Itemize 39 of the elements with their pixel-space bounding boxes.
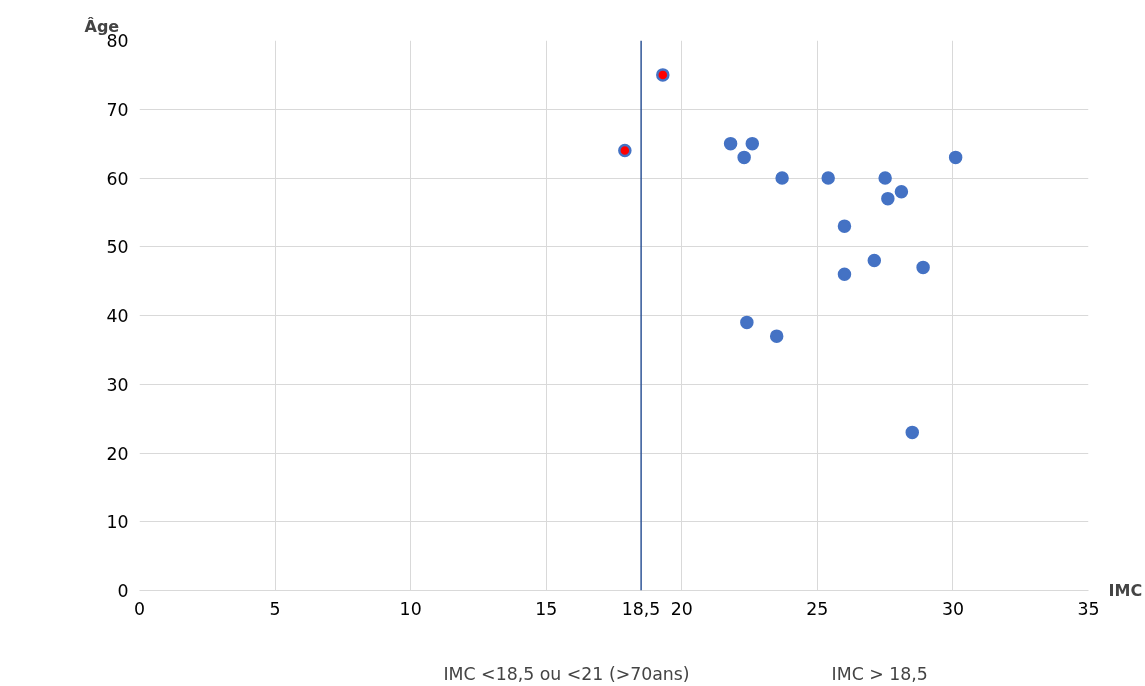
point [894, 185, 909, 199]
point [745, 136, 760, 151]
point [881, 191, 895, 206]
point [837, 267, 852, 281]
x-tick-label: 20 [670, 598, 693, 619]
point [867, 253, 882, 268]
point [769, 329, 784, 343]
y-tick-label: 0 [117, 581, 129, 601]
point [740, 315, 754, 330]
text: IMC > 18,5 [831, 663, 928, 684]
point [775, 171, 789, 185]
point [723, 136, 738, 151]
y-tick-label: 40 [106, 306, 129, 326]
x-tick-label: 35 [1077, 598, 1100, 619]
point [618, 143, 632, 158]
point [821, 171, 835, 185]
y-tick-label: 60 [106, 168, 129, 189]
y-tick-label: 50 [106, 237, 129, 258]
point [656, 68, 670, 82]
y-tick-label: 20 [106, 443, 129, 464]
ref-line-label: 18,5 [621, 598, 661, 619]
point [837, 219, 852, 233]
x-tick-label: 30 [941, 598, 964, 619]
y-axis-title: Âge [84, 16, 120, 36]
x-tick-label: 15 [535, 598, 558, 619]
point [916, 260, 930, 275]
point [948, 150, 963, 165]
x-tick-label: 10 [399, 598, 422, 619]
text: IMC <18,5 ou <21 (>70ans) [443, 663, 690, 684]
x-tick-label: 5 [269, 598, 281, 619]
y-tick-label: 30 [106, 374, 129, 395]
y-tick-label: 70 [106, 99, 129, 120]
point [737, 150, 751, 165]
point [878, 171, 892, 185]
x-tick-label: 25 [806, 598, 829, 619]
x-tick-label: 0 [133, 598, 146, 619]
x-axis-title: IMC [1108, 581, 1143, 600]
point [905, 425, 920, 440]
y-tick-label: 10 [106, 512, 129, 533]
